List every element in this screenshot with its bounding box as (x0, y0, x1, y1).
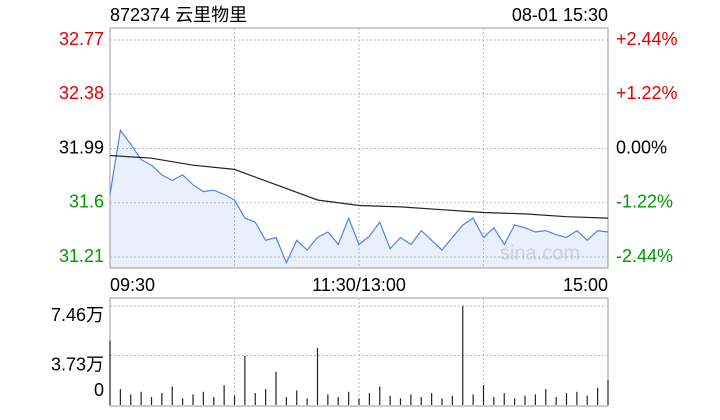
price-line (109, 128, 609, 265)
average-line (109, 154, 609, 219)
y2-tick-label: +2.44% (616, 29, 678, 49)
y2-tick-label: -1.22% (616, 192, 673, 212)
watermark: sina.com (500, 242, 580, 264)
x-tick-label: 11:30/13:00 (312, 275, 406, 295)
x-tick-label: 15:00 (563, 275, 608, 295)
y-tick-label: 0 (94, 380, 104, 400)
y-tick-label: 3.73万 (51, 354, 104, 374)
y-tick-label: 31.6 (69, 192, 104, 212)
vertical-grid (234, 28, 484, 406)
price-area (110, 130, 608, 268)
y-tick-label: 32.38 (59, 83, 104, 103)
timestamp: 08-01 15:30 (512, 5, 608, 25)
y-tick-label: 32.77 (59, 29, 104, 49)
y2-tick-label: 0.00% (616, 137, 667, 157)
y2-tick-label: -2.44% (616, 246, 673, 266)
stock-title: 872374 云里物里 (110, 5, 247, 25)
y-tick-label: 31.21 (59, 246, 104, 266)
y2-tick-label: +1.22% (616, 83, 678, 103)
x-tick-label: 09:30 (110, 275, 155, 295)
y-tick-label: 31.99 (59, 137, 104, 157)
y-tick-label: 7.46万 (51, 305, 104, 325)
